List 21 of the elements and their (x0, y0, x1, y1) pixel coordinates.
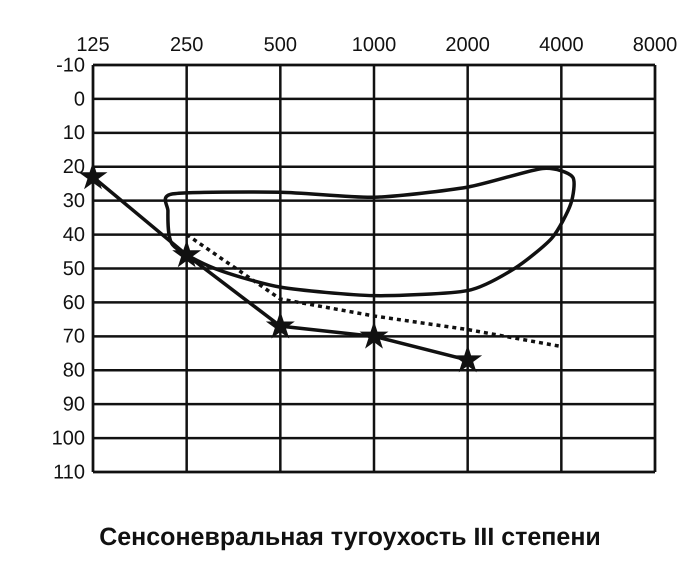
y-tick-label: 60 (62, 292, 85, 314)
text: Сенсоневральная тугоухость III степени (99, 523, 601, 551)
x-tick-label: 2000 (445, 34, 490, 56)
y-tick-label: 30 (62, 190, 85, 212)
x-tick-label: 1000 (352, 34, 396, 56)
x-tick-label: 500 (264, 34, 298, 56)
y-tick-label: 90 (62, 394, 85, 416)
y-tick-label: 20 (62, 156, 85, 178)
y-tick-label: -10 (56, 54, 85, 76)
x-tick-label: 4000 (539, 34, 584, 56)
y-tick-label: 100 (52, 427, 85, 450)
y-tick-label: 50 (62, 258, 85, 280)
y-tick-label: 110 (53, 461, 85, 484)
y-tick-label: 70 (62, 326, 85, 348)
y-tick-label: 0 (74, 88, 85, 110)
y-tick-label: 80 (62, 360, 85, 382)
x-tick-label: 8000 (632, 34, 678, 56)
x-tick-label: 125 (76, 34, 110, 56)
y-tick-label: 10 (62, 122, 85, 144)
x-tick-label: 250 (170, 34, 204, 56)
y-tick-label: 40 (62, 224, 85, 246)
